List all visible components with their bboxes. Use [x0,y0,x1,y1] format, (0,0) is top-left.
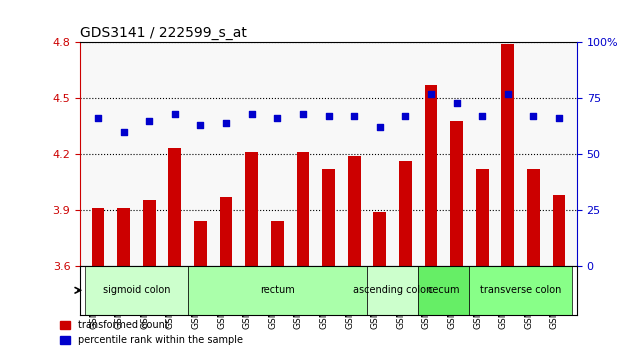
Bar [399,161,412,266]
Text: ascending colon: ascending colon [353,285,432,295]
Point [144,118,154,124]
FancyBboxPatch shape [469,266,572,315]
Text: GDS3141 / 222599_s_at: GDS3141 / 222599_s_at [80,26,247,40]
Point [119,129,129,135]
Point [221,120,231,126]
FancyBboxPatch shape [367,266,418,315]
Point [554,115,564,121]
Bar [246,152,258,266]
FancyBboxPatch shape [418,266,469,315]
FancyBboxPatch shape [188,266,367,315]
Bar [117,208,130,266]
Bar [476,169,488,266]
Point [503,91,513,97]
Bar [297,152,310,266]
Bar [194,221,207,266]
Point [196,122,206,128]
FancyBboxPatch shape [85,266,188,315]
Text: transverse colon: transverse colon [480,285,562,295]
Point [528,113,538,119]
Point [426,91,436,97]
Bar [553,195,565,266]
Bar [347,156,360,266]
Text: sigmoid colon: sigmoid colon [103,285,171,295]
Text: cecum: cecum [428,285,460,295]
Point [323,113,333,119]
Point [272,115,283,121]
Bar [220,197,233,266]
Point [93,115,103,121]
Point [298,111,308,117]
Bar [424,85,437,266]
Bar [373,212,386,266]
Bar [143,200,156,266]
Legend: transformed count, percentile rank within the sample: transformed count, percentile rank withi… [56,316,246,349]
Bar [501,44,514,266]
Text: rectum: rectum [260,285,295,295]
Bar [169,148,181,266]
Point [247,111,257,117]
Bar [322,169,335,266]
Point [349,113,359,119]
Bar [271,221,284,266]
Point [400,113,410,119]
Bar [450,120,463,266]
Point [451,100,462,105]
Point [477,113,487,119]
Bar [527,169,540,266]
Bar [92,208,104,266]
Point [170,111,180,117]
Point [374,124,385,130]
